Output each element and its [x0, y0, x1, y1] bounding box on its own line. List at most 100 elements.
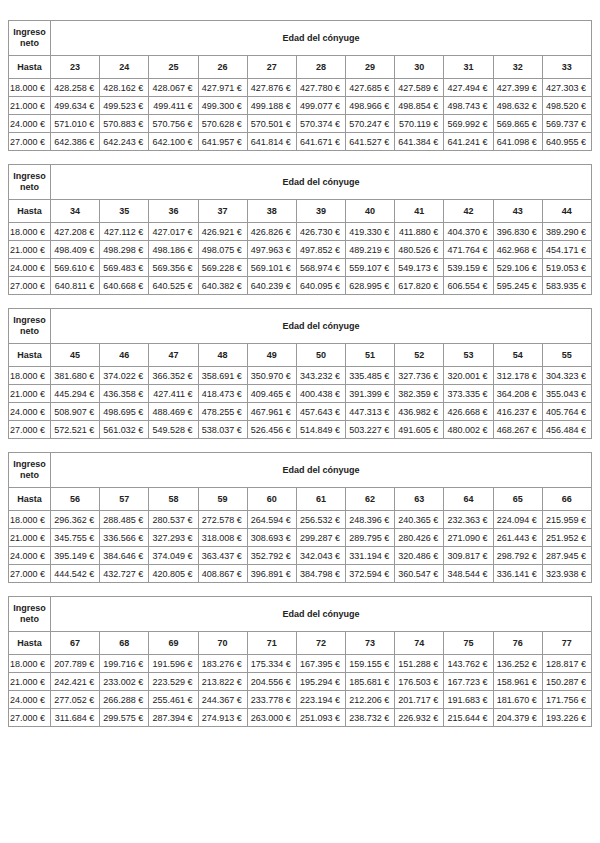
value-cell: 176.503 € — [395, 673, 444, 691]
value-cell: 559.107 € — [346, 259, 395, 277]
value-cell: 497.963 € — [247, 241, 296, 259]
value-cell: 336.566 € — [100, 529, 149, 547]
value-cell: 617.820 € — [395, 277, 444, 295]
value-cell: 570.119 € — [395, 115, 444, 133]
value-cell: 457.643 € — [296, 403, 345, 421]
value-cell: 427.780 € — [296, 79, 345, 97]
table-row: 24.000 €571.010 €570.883 €570.756 €570.6… — [9, 115, 592, 133]
value-cell: 299.575 € — [100, 709, 149, 727]
value-cell: 185.681 € — [346, 673, 395, 691]
value-cell: 175.334 € — [247, 655, 296, 673]
value-cell: 418.473 € — [198, 385, 247, 403]
value-cell: 215.644 € — [444, 709, 493, 727]
value-cell: 427.411 € — [149, 385, 198, 403]
value-cell: 201.717 € — [395, 691, 444, 709]
age-column-header: 63 — [395, 488, 444, 511]
value-cell: 569.101 € — [247, 259, 296, 277]
value-cell: 640.095 € — [296, 277, 345, 295]
age-column-header: 62 — [346, 488, 395, 511]
value-cell: 498.743 € — [444, 97, 493, 115]
value-cell: 327.293 € — [149, 529, 198, 547]
value-cell: 150.287 € — [542, 673, 591, 691]
value-cell: 499.300 € — [198, 97, 247, 115]
age-column-header: 38 — [247, 200, 296, 223]
spouse-age-label: Edad del cónyuge — [51, 597, 592, 632]
value-cell: 251.093 € — [296, 709, 345, 727]
value-cell: 498.632 € — [493, 97, 542, 115]
spouse-age-label: Edad del cónyuge — [51, 21, 592, 56]
group-header-row: Ingreso netoEdad del cónyuge — [9, 21, 592, 56]
value-cell: 244.367 € — [198, 691, 247, 709]
table-row: 27.000 €642.386 €642.243 €642.100 €641.9… — [9, 133, 592, 151]
age-column-header: 55 — [542, 344, 591, 367]
value-cell: 266.288 € — [100, 691, 149, 709]
value-cell: 569.483 € — [100, 259, 149, 277]
table-row: 24.000 €395.149 €384.646 €374.049 €363.4… — [9, 547, 592, 565]
group-header-row: Ingreso netoEdad del cónyuge — [9, 309, 592, 344]
value-cell: 498.695 € — [100, 403, 149, 421]
age-column-header: 56 — [51, 488, 100, 511]
spouse-age-label: Edad del cónyuge — [51, 165, 592, 200]
value-cell: 569.356 € — [149, 259, 198, 277]
value-cell: 561.032 € — [100, 421, 149, 439]
age-header-row: Hasta4546474849505152535455 — [9, 344, 592, 367]
value-cell: 427.494 € — [444, 79, 493, 97]
income-threshold: 21.000 € — [9, 529, 51, 547]
value-cell: 224.094 € — [493, 511, 542, 529]
value-cell: 641.671 € — [296, 133, 345, 151]
income-threshold: 18.000 € — [9, 79, 51, 97]
income-threshold: 18.000 € — [9, 367, 51, 385]
value-cell: 204.379 € — [493, 709, 542, 727]
age-column-header: 29 — [346, 56, 395, 79]
value-cell: 570.501 € — [247, 115, 296, 133]
value-cell: 395.149 € — [51, 547, 100, 565]
value-cell: 167.395 € — [296, 655, 345, 673]
spouse-age-table-4: Ingreso netoEdad del cónyugeHasta5657585… — [8, 452, 592, 583]
value-cell: 471.764 € — [444, 241, 493, 259]
age-column-header: 27 — [247, 56, 296, 79]
value-cell: 583.935 € — [542, 277, 591, 295]
age-column-header: 73 — [346, 632, 395, 655]
value-cell: 358.691 € — [198, 367, 247, 385]
value-cell: 640.382 € — [198, 277, 247, 295]
value-cell: 499.188 € — [247, 97, 296, 115]
table-row: 27.000 €640.811 €640.668 €640.525 €640.3… — [9, 277, 592, 295]
value-cell: 181.670 € — [493, 691, 542, 709]
value-cell: 280.537 € — [149, 511, 198, 529]
table-row: 24.000 €508.907 €498.695 €488.469 €478.2… — [9, 403, 592, 421]
age-column-header: 65 — [493, 488, 542, 511]
value-cell: 570.628 € — [198, 115, 247, 133]
value-cell: 382.359 € — [395, 385, 444, 403]
age-column-header: 70 — [198, 632, 247, 655]
value-cell: 251.952 € — [542, 529, 591, 547]
value-cell: 277.052 € — [51, 691, 100, 709]
spouse-age-table-3: Ingreso netoEdad del cónyugeHasta4546474… — [8, 308, 592, 439]
value-cell: 569.865 € — [493, 115, 542, 133]
age-column-header: 64 — [444, 488, 493, 511]
income-threshold: 27.000 € — [9, 421, 51, 439]
value-cell: 436.982 € — [395, 403, 444, 421]
spouse-age-table-2: Ingreso netoEdad del cónyugeHasta3435363… — [8, 164, 592, 295]
value-cell: 519.053 € — [542, 259, 591, 277]
value-cell: 345.755 € — [51, 529, 100, 547]
age-column-header: 33 — [542, 56, 591, 79]
value-cell: 408.867 € — [198, 565, 247, 583]
value-cell: 287.394 € — [149, 709, 198, 727]
table-row: 18.000 €427.208 €427.112 €427.017 €426.9… — [9, 223, 592, 241]
age-column-header: 49 — [247, 344, 296, 367]
value-cell: 352.792 € — [247, 547, 296, 565]
value-cell: 444.542 € — [51, 565, 100, 583]
value-cell: 514.849 € — [296, 421, 345, 439]
document-page: Ingreso netoEdad del cónyugeHasta2324252… — [0, 0, 600, 727]
income-net-label: Ingreso neto — [9, 453, 51, 488]
value-cell: 426.730 € — [296, 223, 345, 241]
age-column-header: 24 — [100, 56, 149, 79]
age-column-header: 67 — [51, 632, 100, 655]
value-cell: 242.421 € — [51, 673, 100, 691]
value-cell: 355.043 € — [542, 385, 591, 403]
value-cell: 191.683 € — [444, 691, 493, 709]
value-cell: 569.992 € — [444, 115, 493, 133]
value-cell: 569.228 € — [198, 259, 247, 277]
age-column-header: 42 — [444, 200, 493, 223]
value-cell: 456.484 € — [542, 421, 591, 439]
